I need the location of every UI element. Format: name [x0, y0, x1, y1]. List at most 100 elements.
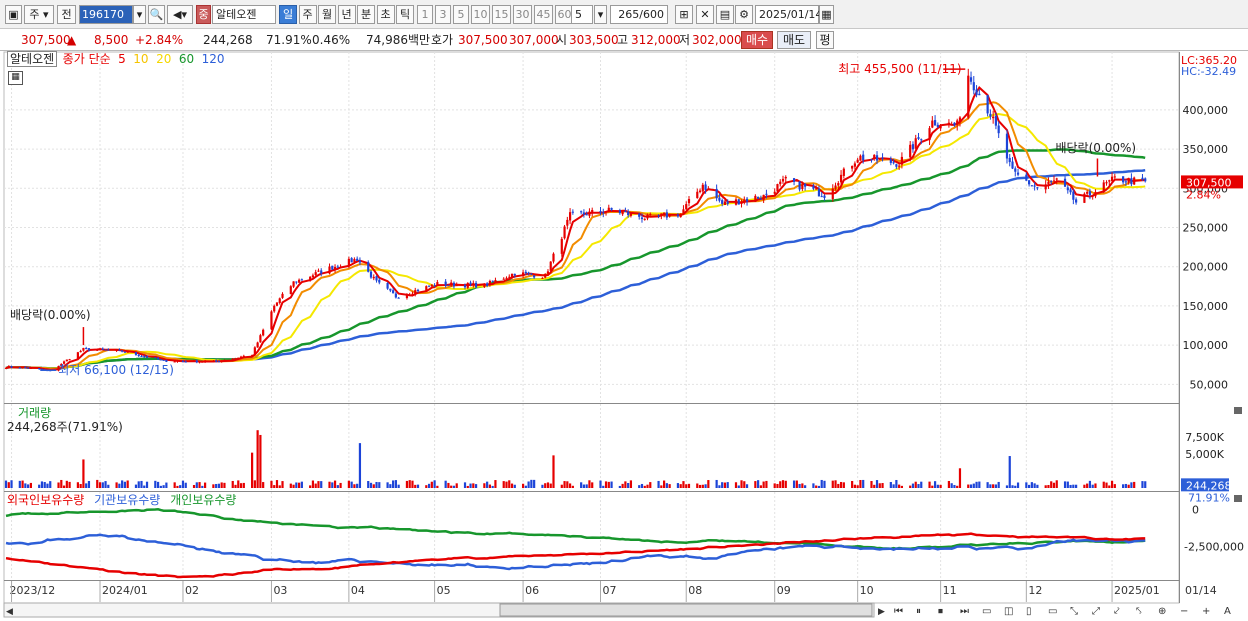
table-icon[interactable]: ▦ [8, 71, 23, 85]
candle-body [414, 290, 417, 294]
buy-button[interactable]: 매수 [741, 31, 773, 49]
nav-button-3[interactable]: ⏭ [960, 606, 969, 617]
code-dropdown-icon[interactable]: ▾ [133, 5, 146, 24]
candle-body [29, 368, 32, 370]
candles [4, 68, 1147, 372]
candle-body [300, 279, 303, 281]
inst-legend[interactable]: 기관보유수량 [94, 493, 161, 507]
foreign-legend[interactable]: 외국인보유수량 [7, 493, 85, 507]
volume-bar [1050, 481, 1053, 488]
count-field[interactable]: 5 [571, 5, 593, 24]
nav-button-11[interactable]: ⤣ [1136, 606, 1142, 617]
minute-tab-15[interactable]: 15 [492, 5, 511, 24]
stock-name-field[interactable]: 알테오젠 [212, 5, 276, 24]
ma120-legend[interactable]: 120 [201, 52, 225, 66]
crosshair-icon[interactable]: ✕ [696, 5, 714, 24]
nav-button-15[interactable]: A [1224, 606, 1231, 617]
nav-button-7[interactable]: ▭ [1048, 606, 1057, 617]
candle-body [646, 214, 649, 219]
holding-close-icon[interactable] [1234, 495, 1242, 502]
minute-tab-3[interactable]: 3 [435, 5, 451, 24]
chart-type-icon[interactable]: ⊞ [675, 5, 693, 24]
candle-body [320, 270, 323, 274]
candle-body [1094, 191, 1097, 197]
nav-button-10[interactable]: ⤦ [1114, 606, 1120, 617]
calendar-icon[interactable]: ▦ [819, 5, 834, 24]
nav-button-14[interactable]: + [1202, 606, 1210, 617]
ma5-legend[interactable]: 5 [118, 52, 126, 66]
volume-bar [298, 482, 301, 488]
change-amount: 8,500 [94, 33, 129, 47]
ma-title[interactable]: 종가 단순 [62, 52, 111, 66]
candle-body [502, 278, 505, 280]
volume-close-icon[interactable] [1234, 407, 1242, 414]
volume-bar [975, 481, 978, 488]
ma60-legend[interactable]: 60 [178, 52, 195, 66]
layout-icon[interactable]: ▣ [5, 5, 22, 24]
ma20-legend[interactable]: 20 [156, 52, 172, 66]
nav-button-13[interactable]: − [1180, 606, 1188, 617]
tab-4[interactable]: 분 [357, 5, 375, 24]
candle-body [546, 271, 550, 274]
tab-0[interactable]: 일 [279, 5, 297, 24]
minute-tab-60[interactable]: 60 [555, 5, 574, 24]
volume-bar [1086, 483, 1089, 488]
nav-button-8[interactable]: ⤡ [1070, 606, 1078, 617]
search-icon[interactable]: 🔍 [148, 5, 165, 24]
save-icon[interactable]: ▤ [716, 5, 734, 24]
scroll-left-icon[interactable]: ◀ [6, 607, 13, 617]
minute-tab-30[interactable]: 30 [513, 5, 532, 24]
nav-button-0[interactable]: ⏮ [894, 606, 903, 617]
minute-tab-10[interactable]: 10 [471, 5, 490, 24]
volume-bar [18, 480, 21, 488]
stock-legend[interactable]: 알테오젠 [7, 51, 58, 67]
volume-bar [414, 484, 417, 488]
tab-6[interactable]: 틱 [396, 5, 414, 24]
nav-button-9[interactable]: ⤢ [1092, 606, 1100, 617]
date-field[interactable]: 2025/01/14 [755, 5, 822, 24]
nav-button-5[interactable]: ◫ [1004, 606, 1013, 617]
minute-tab-45[interactable]: 45 [534, 5, 553, 24]
price-tick-1: 350,000 [1183, 143, 1229, 156]
tab-1[interactable]: 주 [298, 5, 317, 24]
nav-button-12[interactable]: ⊕ [1158, 606, 1166, 617]
minute-tab-5[interactable]: 5 [453, 5, 469, 24]
speaker-icon[interactable]: ◀▾ [167, 5, 193, 24]
count-dropdown-icon[interactable]: ▾ [594, 5, 607, 24]
scrollbar-thumb[interactable] [499, 603, 873, 617]
range-select[interactable]: 전 [57, 5, 76, 24]
candle-body [309, 276, 312, 281]
candle-body [687, 199, 691, 204]
nav-button-6[interactable]: ▯ [1026, 606, 1032, 617]
eval-button[interactable]: 평 [816, 31, 834, 49]
tab-5[interactable]: 초 [376, 5, 395, 24]
volume-bar [757, 480, 760, 488]
volume-title[interactable]: 거래량 [18, 406, 52, 420]
gear-icon[interactable]: ⚙ [735, 5, 753, 24]
volume-bar [546, 482, 550, 488]
indiv-legend[interactable]: 개인보유수량 [170, 493, 237, 507]
scroll-right-icon[interactable]: ▶ [878, 607, 885, 617]
sell-button[interactable]: 매도 [777, 31, 811, 49]
nav-button-2[interactable]: ⏹ [938, 606, 943, 617]
candle-body [723, 201, 727, 205]
volume-bar [856, 485, 859, 488]
ma10-legend[interactable]: 10 [133, 52, 149, 66]
candle-body [524, 271, 527, 274]
nav-button-1[interactable]: ⏸ [916, 606, 921, 617]
nav-button-4[interactable]: ▭ [982, 606, 991, 617]
tab-3[interactable]: 년 [337, 5, 356, 24]
volume-bar [281, 481, 284, 488]
stock-code-input[interactable]: 196170 [79, 5, 133, 24]
candle-body [936, 124, 939, 127]
period-select[interactable]: 주 ▾ [24, 5, 54, 24]
candle-body [358, 260, 362, 263]
candle-body [65, 359, 68, 362]
volume-tick-0: 7,500K [1185, 431, 1224, 444]
minute-tab-1[interactable]: 1 [417, 5, 433, 24]
volume-bar [1072, 484, 1075, 488]
tab-2[interactable]: 월 [318, 5, 336, 24]
volume-bar [234, 484, 237, 488]
view-count-field[interactable]: 265/600 [610, 5, 668, 24]
